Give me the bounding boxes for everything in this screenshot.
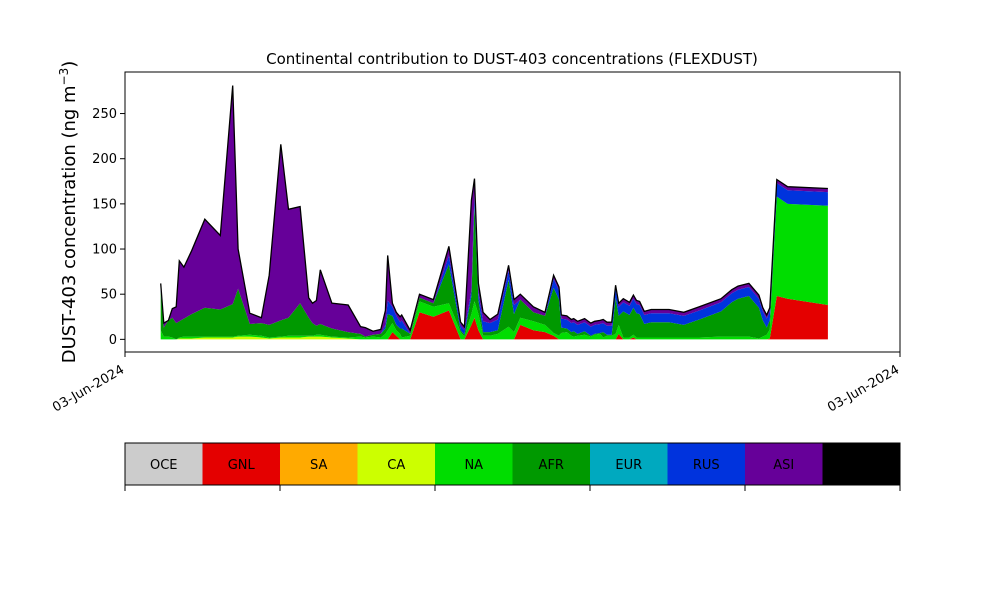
y-tick-label: 100 <box>92 243 117 258</box>
legend-swatch-ca <box>357 443 436 485</box>
y-tick-label: 200 <box>92 152 117 167</box>
y-tick-label: 0 <box>109 333 117 348</box>
chart-title: Continental contribution to DUST-403 con… <box>266 50 758 68</box>
y-tick-label: 150 <box>92 197 117 212</box>
y-tick-label: 50 <box>100 288 117 303</box>
legend: OCE GNL SA CA NA AFR EUR RUS ASI AUS <box>124 442 901 491</box>
legend-swatch-na <box>435 443 513 485</box>
legend-label-sa: SA <box>310 458 327 473</box>
legend-label-aus: AUS <box>848 458 875 473</box>
area-asi <box>160 85 828 337</box>
legend-label-rus: RUS <box>693 458 720 473</box>
x-tick-label: 03-Jun-2024 <box>825 362 902 415</box>
legend-label-asi: ASI <box>773 458 794 473</box>
x-axis: 03-Jun-2024 03-Jun-2024 <box>50 352 902 415</box>
y-axis-label: DUST-403 concentration (ng m−3) <box>57 61 80 364</box>
legend-swatch-oce <box>125 443 203 485</box>
legend-swatch-gnl <box>202 443 281 485</box>
legend-label-gnl: GNL <box>228 458 256 473</box>
x-tick-label: 03-Jun-2024 <box>50 362 127 415</box>
legend-label-ca: CA <box>387 458 405 473</box>
legend-label-afr: AFR <box>539 458 564 473</box>
y-tick-label: 250 <box>92 107 117 122</box>
legend-swatch-afr <box>512 443 591 485</box>
legend-label-eur: EUR <box>615 458 642 473</box>
plot-area <box>160 85 828 340</box>
legend-swatch-asi <box>745 443 823 485</box>
legend-swatch-sa <box>280 443 358 485</box>
total-line <box>160 85 828 333</box>
legend-swatch-rus <box>667 443 746 485</box>
legend-swatch-aus <box>822 443 901 485</box>
legend-swatch-eur <box>590 443 668 485</box>
y-axis: 0 50 100 150 200 250 <box>92 107 125 348</box>
legend-frame <box>124 442 901 486</box>
legend-label-oce: OCE <box>150 458 178 473</box>
legend-label-na: NA <box>464 458 483 473</box>
area-afr <box>160 196 828 340</box>
plot-frame <box>124 71 901 353</box>
